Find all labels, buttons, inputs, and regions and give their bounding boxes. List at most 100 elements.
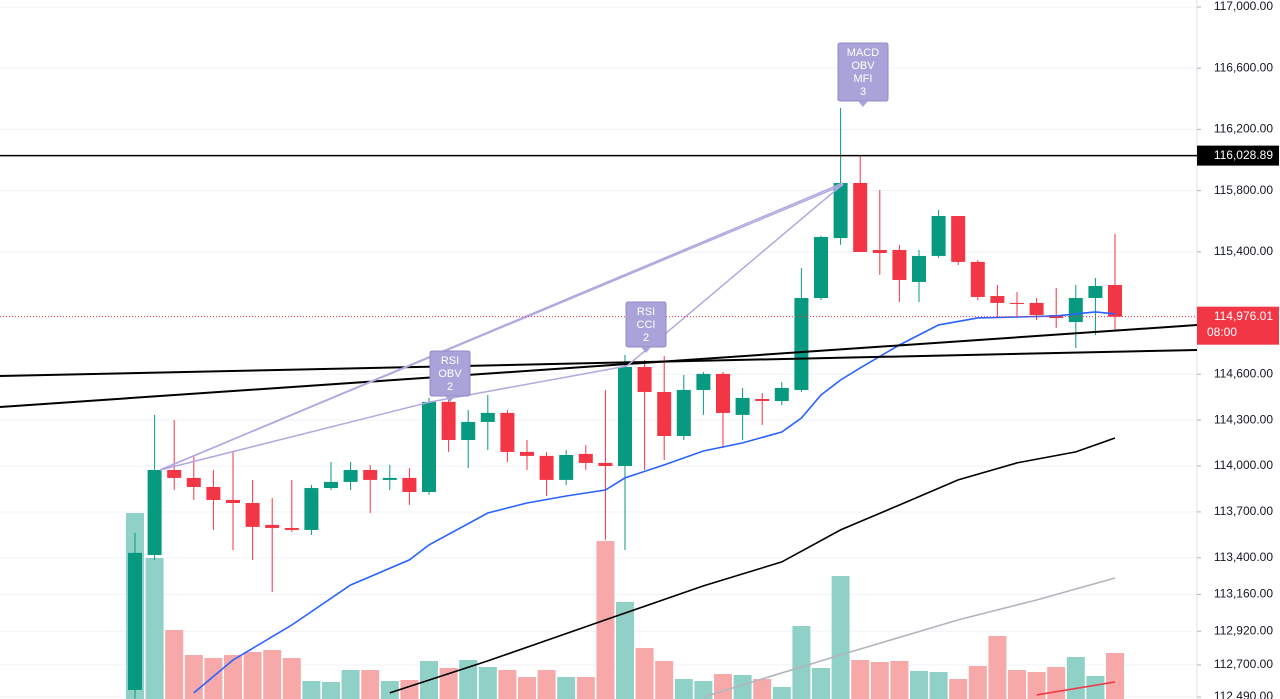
volume-bar	[1066, 657, 1085, 699]
y-tick-label: 112,920.00	[1214, 623, 1273, 637]
candle-body	[245, 503, 260, 527]
signal-text: OBV	[438, 368, 462, 380]
candle-body	[402, 477, 417, 493]
volume-bar	[204, 658, 223, 699]
volume-bar	[988, 636, 1007, 699]
moving-average	[389, 437, 1116, 694]
candle-body	[951, 216, 966, 262]
y-tick-label: 113,160.00	[1214, 587, 1273, 601]
volume-bar	[498, 670, 517, 699]
signal-text: MFI	[854, 73, 873, 85]
y-tick-label: 115,400.00	[1214, 244, 1273, 258]
signal-text: RSI	[441, 355, 459, 367]
candle-body	[794, 298, 809, 390]
candle-body	[520, 451, 534, 456]
y-tick-label: 116,600.00	[1214, 60, 1273, 74]
volume-bar	[302, 681, 321, 699]
volume-bar	[576, 677, 595, 699]
candle-body	[265, 524, 280, 528]
volume-bar	[772, 687, 791, 699]
volume-bar	[792, 626, 811, 699]
volume-bar	[968, 666, 987, 699]
candle-body	[774, 387, 789, 401]
volume-bar	[243, 652, 262, 699]
volume-bar	[1106, 653, 1124, 699]
volume-bar	[870, 662, 889, 699]
candle-body	[814, 236, 828, 299]
y-tick-label: 114,600.00	[1214, 366, 1273, 380]
volume-bar	[439, 668, 458, 699]
moving-average	[1036, 681, 1116, 696]
candle-body	[343, 469, 358, 482]
volume-bar	[1086, 676, 1105, 699]
candle-body	[441, 401, 456, 440]
volume-bar	[322, 682, 340, 699]
candle-body	[970, 261, 985, 297]
volume-bar	[655, 661, 674, 699]
signal-pointer	[445, 396, 455, 402]
volume-bar	[694, 681, 713, 699]
plot	[0, 6, 1197, 699]
volume-bar	[1047, 667, 1066, 699]
candle-body	[480, 412, 495, 422]
candle-body	[461, 421, 476, 440]
moving-average	[193, 311, 1116, 694]
candle-body	[872, 249, 887, 254]
volume-bar	[518, 677, 536, 699]
volume-bar	[165, 630, 184, 699]
volume-bar	[851, 660, 870, 699]
volume-bar	[674, 679, 693, 699]
y-tick-label: 113,400.00	[1214, 550, 1273, 564]
candle-body	[618, 367, 632, 466]
signal-text: 2	[447, 381, 453, 393]
y-tick-label: 113,700.00	[1214, 504, 1273, 518]
candle-body	[735, 397, 750, 415]
divergence-line	[159, 183, 844, 471]
candle-body	[226, 499, 240, 504]
volume-bar	[478, 667, 497, 699]
volume-bar	[184, 655, 203, 699]
divergence-line	[159, 184, 844, 471]
candle-body	[716, 373, 730, 413]
candle-body	[1068, 298, 1083, 323]
last-price-tag	[1197, 306, 1279, 345]
signal-text: MACD	[847, 47, 879, 59]
signal-pointer	[858, 101, 868, 107]
volume-bar	[733, 675, 752, 699]
volume-bar	[831, 576, 850, 699]
candle-body	[657, 391, 672, 437]
volume-bar	[1027, 672, 1046, 699]
candle-body	[167, 469, 182, 478]
volume-bar	[341, 670, 360, 699]
y-tick-label: 112,700.00	[1214, 657, 1273, 671]
candle-body	[892, 249, 907, 280]
candle-body	[931, 216, 946, 256]
volume-bar	[537, 670, 556, 699]
candle-body	[422, 401, 436, 493]
candle-body	[284, 527, 299, 530]
candle-body	[147, 469, 162, 556]
signal-text: 2	[643, 332, 649, 344]
candle-body	[755, 398, 770, 401]
hline-tag	[1197, 145, 1279, 166]
volume-bar	[361, 670, 380, 699]
volume-bar	[263, 650, 282, 699]
candle-body	[1088, 285, 1103, 299]
countdown: 08:00	[1207, 325, 1237, 339]
candle-body	[363, 469, 378, 480]
volume-bar	[910, 671, 928, 699]
volume-bar	[812, 668, 830, 699]
volume-bar	[929, 672, 948, 699]
volume-bar	[224, 655, 242, 699]
moving-average	[703, 577, 1116, 698]
volume-bar	[145, 558, 164, 699]
volume-bar	[400, 680, 419, 699]
candle-body	[539, 455, 554, 480]
signal-text: 3	[860, 86, 866, 98]
last-price-label: 114,976.01	[1214, 309, 1273, 323]
signal-text: OBV	[851, 60, 875, 72]
